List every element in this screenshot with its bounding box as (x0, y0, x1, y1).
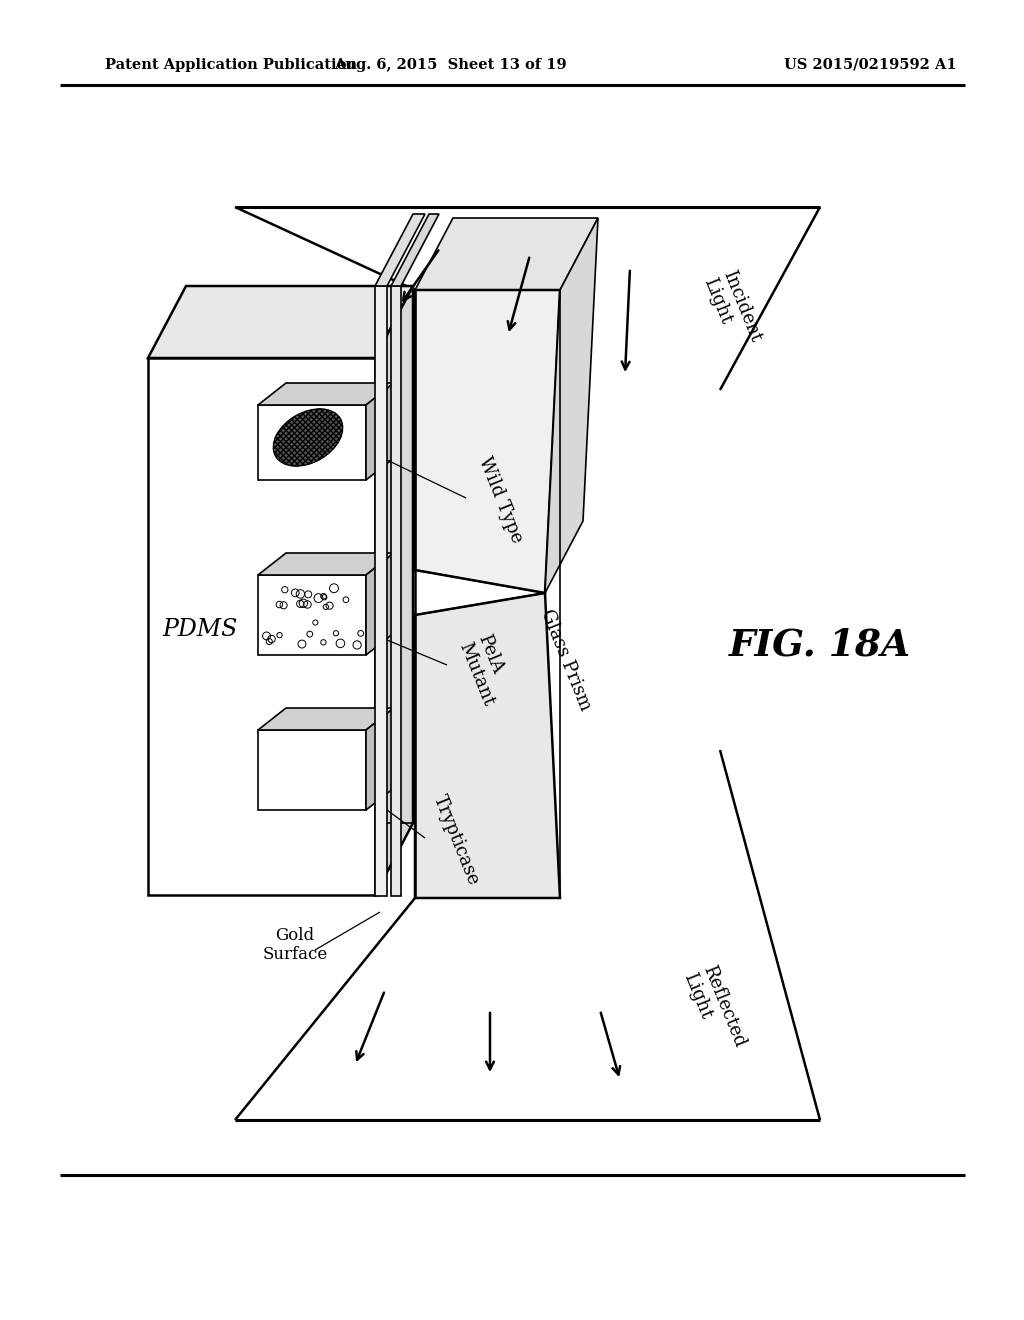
Text: Glass Prism: Glass Prism (537, 607, 594, 713)
Polygon shape (415, 593, 560, 898)
Text: US 2015/0219592 A1: US 2015/0219592 A1 (783, 58, 956, 73)
Text: Gold
Surface: Gold Surface (262, 927, 328, 964)
Polygon shape (258, 383, 394, 405)
Polygon shape (415, 218, 598, 290)
Polygon shape (366, 553, 394, 655)
Polygon shape (391, 214, 439, 286)
Text: Trypticase: Trypticase (430, 792, 482, 888)
Polygon shape (545, 218, 598, 593)
Polygon shape (258, 708, 394, 730)
Polygon shape (391, 286, 401, 896)
Text: PDMS: PDMS (163, 619, 238, 642)
Polygon shape (258, 576, 366, 655)
Polygon shape (375, 286, 413, 895)
Text: Wild Type: Wild Type (475, 454, 526, 545)
Polygon shape (186, 286, 413, 822)
Polygon shape (415, 290, 560, 593)
Text: Patent Application Publication: Patent Application Publication (105, 58, 357, 73)
Polygon shape (148, 358, 375, 895)
Polygon shape (258, 730, 366, 810)
Text: PelA
Mutant: PelA Mutant (455, 631, 516, 709)
Text: Aug. 6, 2015  Sheet 13 of 19: Aug. 6, 2015 Sheet 13 of 19 (334, 58, 566, 73)
Polygon shape (366, 708, 394, 810)
Polygon shape (258, 405, 366, 480)
Text: Incident
Light: Incident Light (700, 268, 764, 352)
Text: Reflected
Light: Reflected Light (680, 962, 749, 1057)
Polygon shape (148, 286, 413, 358)
Ellipse shape (273, 409, 343, 466)
Polygon shape (366, 383, 394, 480)
Polygon shape (375, 214, 425, 286)
Text: FIG. 18A: FIG. 18A (729, 627, 911, 664)
Polygon shape (375, 286, 387, 896)
Polygon shape (258, 553, 394, 576)
